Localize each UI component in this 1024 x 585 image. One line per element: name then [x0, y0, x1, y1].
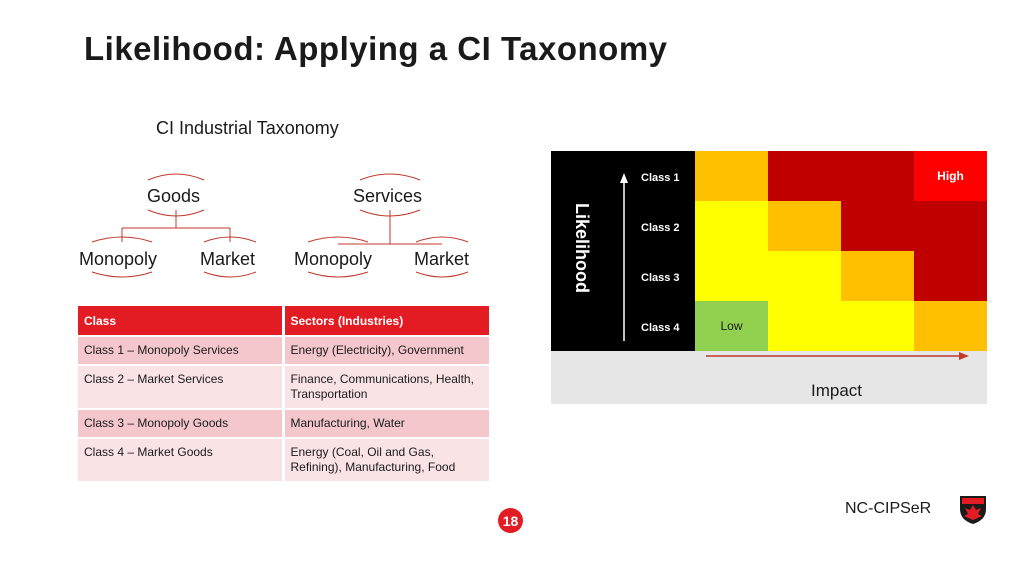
row-label-class-4: Class 4 — [641, 322, 680, 334]
row-label-class-1: Class 1 — [641, 172, 680, 184]
table-row: Class 2 – Market Services Finance, Commu… — [78, 364, 489, 409]
risk-cell — [841, 251, 914, 301]
taxonomy-tree: Goods Services Monopoly Market Monopoly … — [70, 168, 490, 288]
risk-cell — [695, 201, 768, 251]
page-number: 18 — [498, 508, 523, 533]
impact-arrow — [706, 352, 969, 360]
table-cell-sectors: Energy (Coal, Oil and Gas, Refining), Ma… — [283, 437, 489, 481]
node-services: Services — [353, 186, 423, 206]
taxonomy-heading: CI Industrial Taxonomy — [156, 118, 339, 138]
column-header-class: Class — [78, 306, 285, 336]
table-cell-sectors: Energy (Electricity), Government — [283, 335, 489, 365]
node-services-monopoly: Monopoly — [294, 249, 373, 269]
node-services-market: Market — [414, 249, 470, 269]
impact-axis-label: Impact — [811, 381, 863, 400]
risk-cell-low: Low — [695, 301, 768, 351]
risk-cell — [841, 201, 914, 251]
slide-title: Likelihood: Applying a CI Taxonomy — [84, 30, 668, 67]
table-cell-class: Class 1 – Monopoly Services — [78, 335, 285, 365]
risk-cell — [695, 251, 768, 301]
risk-cell — [914, 201, 987, 251]
likelihood-axis-label: Likelihood — [572, 203, 592, 293]
taxonomy-tree-lines — [91, 173, 469, 278]
node-goods: Goods — [147, 186, 201, 206]
risk-grid: High Low — [695, 151, 987, 351]
risk-cell — [768, 301, 841, 351]
likelihood-arrow — [620, 173, 628, 341]
risk-cell — [768, 151, 841, 201]
table-cell-sectors: Finance, Communications, Health, Transpo… — [283, 364, 489, 409]
risk-matrix-impact-panel — [551, 351, 987, 404]
node-goods-market: Market — [200, 249, 256, 269]
table-cell-class: Class 3 – Monopoly Goods — [78, 408, 285, 438]
table-cell-class: Class 2 – Market Services — [78, 364, 285, 409]
shield-icon — [960, 496, 986, 524]
table-row: Class 1 – Monopoly Services Energy (Elec… — [78, 335, 489, 365]
column-header-sectors: Sectors (Industries) — [283, 306, 489, 336]
risk-cell — [768, 201, 841, 251]
node-goods-monopoly: Monopoly — [79, 249, 158, 269]
table-cell-class: Class 4 – Market Goods — [78, 437, 285, 481]
risk-cell — [914, 251, 987, 301]
row-label-class-2: Class 2 — [641, 222, 680, 234]
risk-matrix-axis-panel: Likelihood Class 1 Class 2 Class 3 Class… — [551, 151, 695, 351]
class-table: Class Sectors (Industries) Class 1 – Mon… — [78, 306, 489, 481]
brand-name: NC-CIPSeR — [845, 500, 932, 517]
table-row: Class 3 – Monopoly Goods Manufacturing, … — [78, 408, 489, 438]
risk-cell — [695, 151, 768, 201]
row-label-class-3: Class 3 — [641, 272, 680, 284]
table-cell-sectors: Manufacturing, Water — [283, 408, 489, 438]
risk-cell — [914, 301, 987, 351]
risk-cell — [841, 301, 914, 351]
risk-cell-high: High — [914, 151, 987, 201]
risk-cell — [841, 151, 914, 201]
risk-cell — [768, 251, 841, 301]
risk-matrix: Likelihood Class 1 Class 2 Class 3 Class… — [551, 151, 987, 404]
table-row: Class 4 – Market Goods Energy (Coal, Oil… — [78, 437, 489, 481]
